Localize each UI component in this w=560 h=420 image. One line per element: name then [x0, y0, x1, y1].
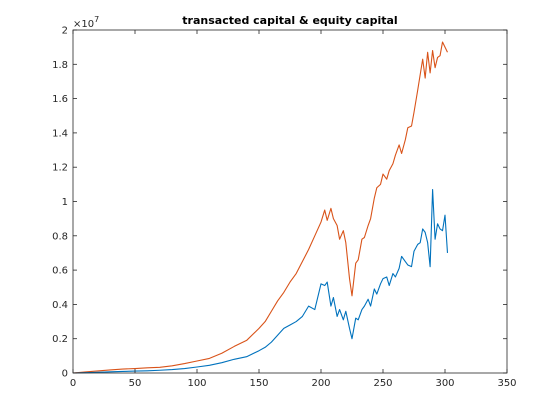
y-exponent-power: 7 — [94, 15, 99, 24]
y-tick-label: 0.2 — [52, 334, 68, 345]
x-tick-label: 250 — [373, 378, 392, 389]
x-tick-label: 0 — [70, 378, 76, 389]
plot-area — [73, 30, 507, 373]
y-tick-label: 0.4 — [52, 300, 68, 311]
plot-background — [73, 30, 507, 373]
x-tick-label: 350 — [497, 378, 516, 389]
y-tick-label: 1.8 — [52, 60, 68, 71]
x-tick-label: 200 — [311, 378, 330, 389]
y-tick-label: 2 — [62, 26, 68, 37]
y-exponent-base: ×10 — [73, 19, 94, 30]
y-tick-label: 0.6 — [52, 266, 68, 277]
x-tick-label: 100 — [187, 378, 206, 389]
y-tick-label: 0 — [62, 369, 68, 380]
series-line-1 — [72, 41, 448, 374]
x-tick-label: 300 — [435, 378, 454, 389]
series-line-2 — [72, 188, 449, 374]
y-tick-label: 1.4 — [52, 128, 68, 139]
y-tick-label: 1.2 — [52, 163, 68, 174]
y-tick-label: 1.6 — [52, 94, 68, 105]
axes: 0 50 100 150 200 250 300 350 0 0.2 0.4 0.6 0.8 1 1.2 1.… — [52, 26, 516, 390]
y-tick-label: 0.8 — [52, 231, 68, 242]
series-group — [72, 41, 449, 374]
y-tick-label: 1 — [62, 197, 68, 208]
chart-title: transacted capital & equity capital — [182, 14, 397, 27]
x-tick-label: 150 — [249, 378, 268, 389]
y-exponent-label: ×107 — [73, 15, 99, 30]
x-tick-label: 50 — [129, 378, 142, 389]
